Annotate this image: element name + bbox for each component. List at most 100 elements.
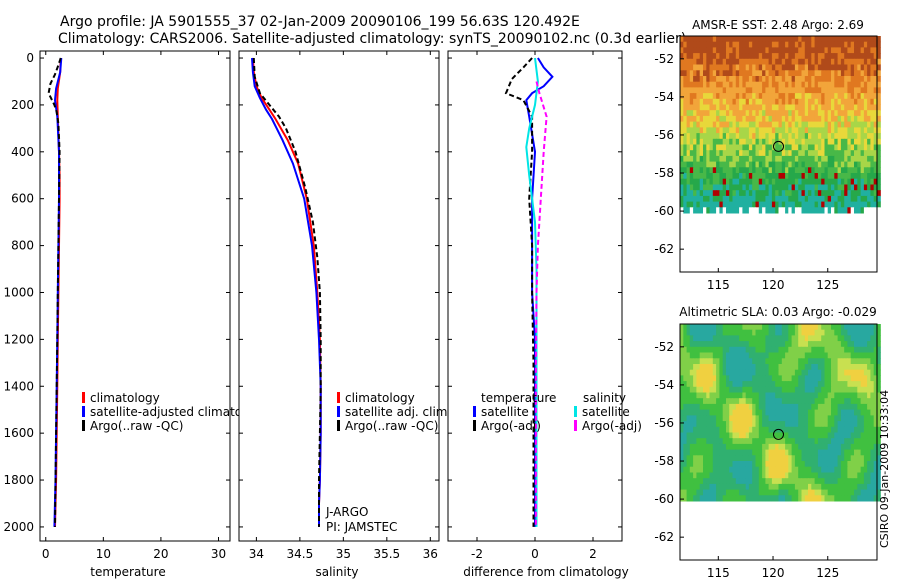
map-cell: [837, 472, 842, 479]
map-cell: [798, 115, 802, 123]
map-cell: [693, 87, 697, 94]
map-cell: [798, 381, 802, 388]
map-cell: [873, 386, 878, 393]
map-cell: [817, 161, 822, 168]
map-cell: [683, 443, 688, 451]
map-cell: [877, 455, 881, 462]
map-cell: [758, 70, 763, 77]
map-cell: [752, 64, 756, 71]
map-cell: [817, 133, 822, 140]
map-cell: [847, 76, 852, 83]
map-cell: [860, 70, 865, 77]
series-line-salinity-satellite: [525, 57, 539, 527]
map-cell: [811, 41, 816, 48]
map-cell: [709, 184, 714, 191]
map-cell: [686, 432, 691, 439]
legend-label-temp-argo: Argo(-adj): [481, 419, 541, 433]
map-cell: [752, 47, 756, 54]
map-cell: [877, 352, 881, 359]
map-cell: [680, 432, 684, 439]
map-cell: [762, 409, 766, 416]
map-cell: [801, 466, 806, 473]
map-cell: [716, 167, 720, 174]
map-cell: [801, 398, 806, 405]
map-cell: [788, 173, 793, 180]
map-cell: [837, 466, 842, 473]
map-cell: [840, 443, 845, 451]
map-cell: [857, 461, 862, 468]
map-cell: [834, 127, 839, 134]
map-cell: [781, 346, 786, 353]
map-cell: [706, 98, 711, 105]
map-cell: [729, 121, 733, 128]
map-cell: [686, 127, 691, 134]
map-cell: [758, 432, 763, 439]
map-cell: [709, 369, 714, 376]
map-cell: [863, 155, 868, 163]
map-cell: [785, 346, 789, 353]
map-cell: [775, 150, 779, 157]
map-cell: [778, 455, 783, 462]
map-cell: [834, 201, 839, 208]
map-cell: [732, 341, 737, 348]
map-cell: [824, 47, 829, 54]
map-cell: [827, 483, 832, 491]
map-cell: [712, 381, 717, 388]
map-cell: [716, 98, 720, 105]
map-cell: [831, 138, 835, 145]
map-cell: [781, 381, 786, 388]
map-cell: [765, 93, 770, 100]
map-cell: [840, 432, 845, 439]
map-cell: [683, 324, 688, 331]
map-cell: [683, 409, 688, 416]
map-cell: [824, 421, 829, 428]
map-cell: [781, 58, 786, 65]
map-cell: [840, 144, 845, 151]
map-cell: [781, 53, 786, 60]
map-cell: [775, 341, 779, 348]
map-cell: [699, 364, 704, 371]
map-cell: [729, 386, 733, 393]
map-cell: [837, 41, 842, 48]
map-cell: [683, 201, 688, 208]
map-cell: [755, 184, 760, 191]
map-cell: [716, 58, 720, 65]
map-cell: [778, 364, 783, 371]
map-cell: [680, 161, 684, 168]
map-cell: [752, 438, 756, 445]
map-cell: [699, 398, 704, 405]
map-cell: [775, 324, 779, 331]
map-cell: [817, 167, 822, 174]
legend-swatch-satellite: [337, 406, 340, 417]
map-cell: [719, 161, 724, 168]
map-cell: [834, 478, 839, 485]
map-cell: [840, 155, 845, 163]
map-cell: [811, 489, 816, 496]
map-cell: [837, 489, 842, 496]
map-cell: [732, 358, 737, 365]
map-cell: [785, 184, 789, 191]
map-cell: [755, 392, 760, 399]
map-cell: [745, 346, 750, 353]
map-cell: [788, 421, 793, 428]
map-cell: [791, 375, 796, 382]
map-cell: [798, 104, 802, 111]
map-cell: [696, 449, 701, 456]
map-cell: [860, 461, 865, 468]
map-cell: [752, 461, 756, 468]
map-cell: [870, 352, 875, 359]
map-cell: [870, 144, 875, 151]
map-cell: [801, 461, 806, 468]
map-cell: [811, 121, 816, 128]
map-cell: [680, 76, 684, 83]
map-cell: [748, 70, 753, 77]
map-cell: [847, 483, 852, 491]
map-cell: [857, 415, 862, 422]
map-cell: [699, 489, 704, 496]
map-cell: [867, 375, 871, 382]
map-cell: [831, 392, 835, 399]
map-cell: [693, 403, 697, 411]
map-cell: [778, 375, 783, 382]
map-cell: [722, 386, 727, 393]
map-cell: [844, 161, 848, 168]
